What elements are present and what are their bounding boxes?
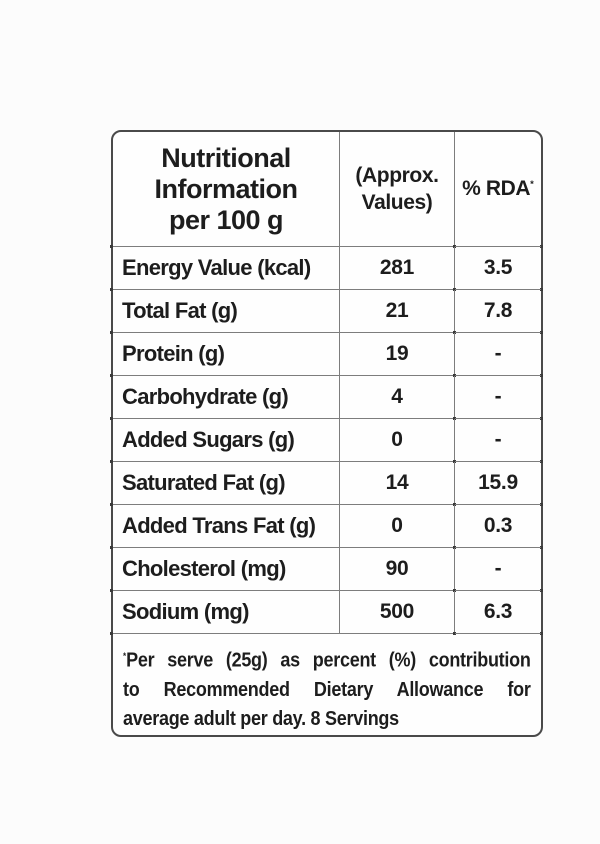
header-approx-line1: (Approx.: [355, 164, 439, 187]
rda-asterisk-marker: *: [530, 179, 534, 190]
header-cell-approx-values: (Approx. Values): [340, 132, 456, 248]
nutrient-label: Carbohydrate (g): [122, 384, 289, 409]
header-cell-title: Nutritional Information per 100 g: [110, 132, 340, 248]
nutrient-label: Protein (g): [122, 341, 225, 366]
nutrient-value: 281: [379, 256, 415, 279]
footnote-line-2: to Recommended Dietary Allowance for: [123, 678, 531, 701]
table-row-transfat-label: Added Trans Fat (g): [110, 505, 340, 549]
table-row-totalfat-label: Total Fat (g): [110, 290, 340, 334]
table-row-energy-value: 281: [340, 247, 456, 291]
table-row-totalfat-rda: 7.8: [455, 290, 541, 333]
footnote: *Per serve (25g) as percent (%) contribu…: [113, 634, 541, 735]
table-row-addedsugars-value: 0: [340, 419, 456, 463]
table-row-cholesterol-label: Cholesterol (mg): [110, 548, 340, 592]
table-row-addedsugars-rda: -: [455, 419, 541, 462]
table-row-carbohydrate-label: Carbohydrate (g): [110, 376, 340, 420]
header-rda-label: % RDA*: [462, 177, 534, 200]
nutrient-label: Sodium (mg): [122, 599, 249, 624]
nutrient-rda: -: [494, 428, 502, 451]
table-row-sodium-value: 500: [340, 591, 456, 635]
footnote-asterisk-marker: *: [123, 651, 127, 661]
footnote-line-3: average adult per day. 8 Servings: [123, 707, 399, 730]
table-row-energy-label: Energy Value (kcal): [110, 247, 340, 291]
header-title-line3: per 100 g: [168, 204, 284, 235]
header-title-line2: Information: [154, 173, 299, 204]
table-row-protein-value: 19: [340, 333, 456, 377]
table-row-totalfat-value: 21: [340, 290, 456, 334]
table-row-protein-rda: -: [455, 333, 541, 376]
nutrient-rda: 15.9: [478, 471, 518, 494]
table-row-cholesterol-value: 90: [340, 548, 456, 592]
header-approx-line2: Values): [361, 191, 433, 214]
table-row-energy-rda: 3.5: [455, 247, 541, 290]
table-row-saturatedfat-rda: 15.9: [455, 462, 541, 505]
header-cell-rda: % RDA*: [455, 132, 541, 247]
nutrient-value: 0: [391, 514, 403, 537]
nutrient-value: 4: [391, 385, 403, 408]
table-row-carbohydrate-rda: -: [455, 376, 541, 419]
nutrient-value: 14: [385, 471, 409, 494]
nutrient-value: 0: [391, 428, 403, 451]
table-row-protein-label: Protein (g): [110, 333, 340, 377]
nutrient-rda: 3.5: [483, 256, 513, 279]
table-row-cholesterol-rda: -: [455, 548, 541, 591]
nutrient-rda: -: [494, 385, 502, 408]
nutrient-rda: -: [494, 342, 502, 365]
header-title-line1: Nutritional: [161, 142, 291, 173]
nutrient-rda: 0.3: [483, 514, 513, 537]
table-row-addedsugars-label: Added Sugars (g): [110, 419, 340, 463]
nutrient-label: Added Trans Fat (g): [122, 513, 316, 538]
nutrient-rda: -: [494, 557, 502, 580]
nutrition-table: Nutritional Information per 100 g (Appro…: [110, 130, 543, 737]
table-row-carbohydrate-value: 4: [340, 376, 456, 420]
table-row-sodium-rda: 6.3: [455, 591, 541, 634]
footnote-line-1: *Per serve (25g) as percent (%) contribu…: [123, 649, 531, 672]
nutrient-label: Added Sugars (g): [122, 427, 295, 452]
nutrient-label: Energy Value (kcal): [122, 255, 311, 280]
table-row-saturatedfat-label: Saturated Fat (g): [110, 462, 340, 506]
table-row-saturatedfat-value: 14: [340, 462, 456, 506]
nutrient-label: Saturated Fat (g): [122, 470, 286, 495]
nutrient-value: 19: [385, 342, 409, 365]
table-row-transfat-value: 0: [340, 505, 456, 549]
nutrient-label: Total Fat (g): [122, 298, 238, 323]
nutrient-value: 500: [379, 600, 415, 623]
nutrient-value: 90: [385, 557, 409, 580]
nutrient-rda: 7.8: [483, 299, 513, 322]
nutrient-label: Cholesterol (mg): [122, 556, 286, 581]
table-row-transfat-rda: 0.3: [455, 505, 541, 548]
nutrient-rda: 6.3: [483, 600, 513, 623]
table-row-sodium-label: Sodium (mg): [110, 591, 340, 635]
nutrient-value: 21: [385, 299, 409, 322]
